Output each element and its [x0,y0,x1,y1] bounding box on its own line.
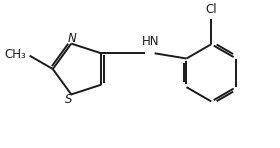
Text: Cl: Cl [206,3,217,16]
Text: CH₃: CH₃ [4,48,26,61]
Text: S: S [65,93,72,106]
Text: HN: HN [142,35,160,48]
Text: N: N [68,32,77,45]
